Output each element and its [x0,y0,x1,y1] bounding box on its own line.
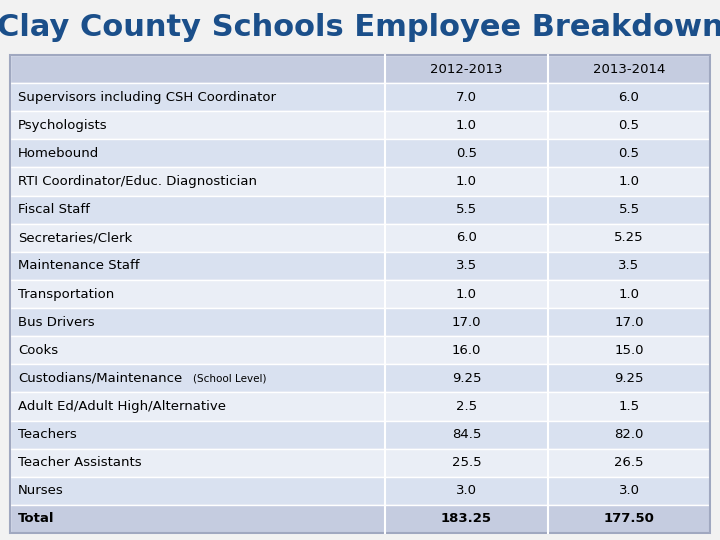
Bar [10,224,710,252]
Text: 0.5: 0.5 [618,147,639,160]
Text: 84.5: 84.5 [452,428,481,441]
Text: Custodians/Maintenance: Custodians/Maintenance [18,372,182,385]
Text: 3.0: 3.0 [456,484,477,497]
Text: 26.5: 26.5 [614,456,644,469]
Text: 0.5: 0.5 [618,119,639,132]
Text: 0.5: 0.5 [456,147,477,160]
Text: 1.0: 1.0 [618,175,639,188]
Text: 2012-2013: 2012-2013 [431,63,503,76]
Text: 5.5: 5.5 [456,203,477,216]
Bar [10,280,710,308]
Bar [10,111,710,139]
Text: Secretaries/Clerk: Secretaries/Clerk [18,231,132,244]
Text: 5.5: 5.5 [618,203,639,216]
Text: 177.50: 177.50 [603,512,654,525]
Text: Transportation: Transportation [18,287,114,300]
Text: Teacher Assistants: Teacher Assistants [18,456,142,469]
Text: 25.5: 25.5 [451,456,481,469]
Text: 3.5: 3.5 [618,259,639,272]
Text: Total: Total [18,512,55,525]
Text: Psychologists: Psychologists [18,119,107,132]
Bar [10,421,710,449]
Text: 9.25: 9.25 [614,372,644,385]
Text: 16.0: 16.0 [452,344,481,357]
Text: Fiscal Staff: Fiscal Staff [18,203,90,216]
Bar [10,252,710,280]
Text: 9.25: 9.25 [451,372,481,385]
Text: 3.5: 3.5 [456,259,477,272]
Bar [10,477,710,505]
Text: RTI Coordinator/Educ. Diagnostician: RTI Coordinator/Educ. Diagnostician [18,175,257,188]
Text: Clay County Schools Employee Breakdown: Clay County Schools Employee Breakdown [0,14,720,43]
Text: 2.5: 2.5 [456,400,477,413]
Bar [10,364,710,393]
Text: 1.0: 1.0 [456,119,477,132]
Bar [10,393,710,421]
Text: 3.0: 3.0 [618,484,639,497]
Text: 15.0: 15.0 [614,344,644,357]
Bar [10,55,710,83]
Bar [10,308,710,336]
Text: Adult Ed/Adult High/Alternative: Adult Ed/Adult High/Alternative [18,400,226,413]
Bar [10,505,710,533]
Text: 6.0: 6.0 [618,91,639,104]
Text: Cooks: Cooks [18,344,58,357]
Text: 1.0: 1.0 [456,287,477,300]
Text: 1.5: 1.5 [618,400,639,413]
Text: Teachers: Teachers [18,428,77,441]
Text: Supervisors including CSH Coordinator: Supervisors including CSH Coordinator [18,91,276,104]
Bar [10,449,710,477]
Text: Nurses: Nurses [18,484,64,497]
Bar [10,83,710,111]
Text: 2013-2014: 2013-2014 [593,63,665,76]
Bar [10,55,710,533]
Text: Homebound: Homebound [18,147,99,160]
Text: Bus Drivers: Bus Drivers [18,315,94,329]
Text: 1.0: 1.0 [618,287,639,300]
Text: Maintenance Staff: Maintenance Staff [18,259,140,272]
Text: 7.0: 7.0 [456,91,477,104]
Text: 183.25: 183.25 [441,512,492,525]
Text: (School Level): (School Level) [193,373,266,383]
Bar [10,139,710,167]
Bar [10,336,710,365]
Bar [10,195,710,224]
Text: 82.0: 82.0 [614,428,644,441]
Text: 17.0: 17.0 [614,315,644,329]
Text: 17.0: 17.0 [451,315,481,329]
Text: 6.0: 6.0 [456,231,477,244]
Text: 1.0: 1.0 [456,175,477,188]
Text: 5.25: 5.25 [614,231,644,244]
Bar [10,167,710,195]
